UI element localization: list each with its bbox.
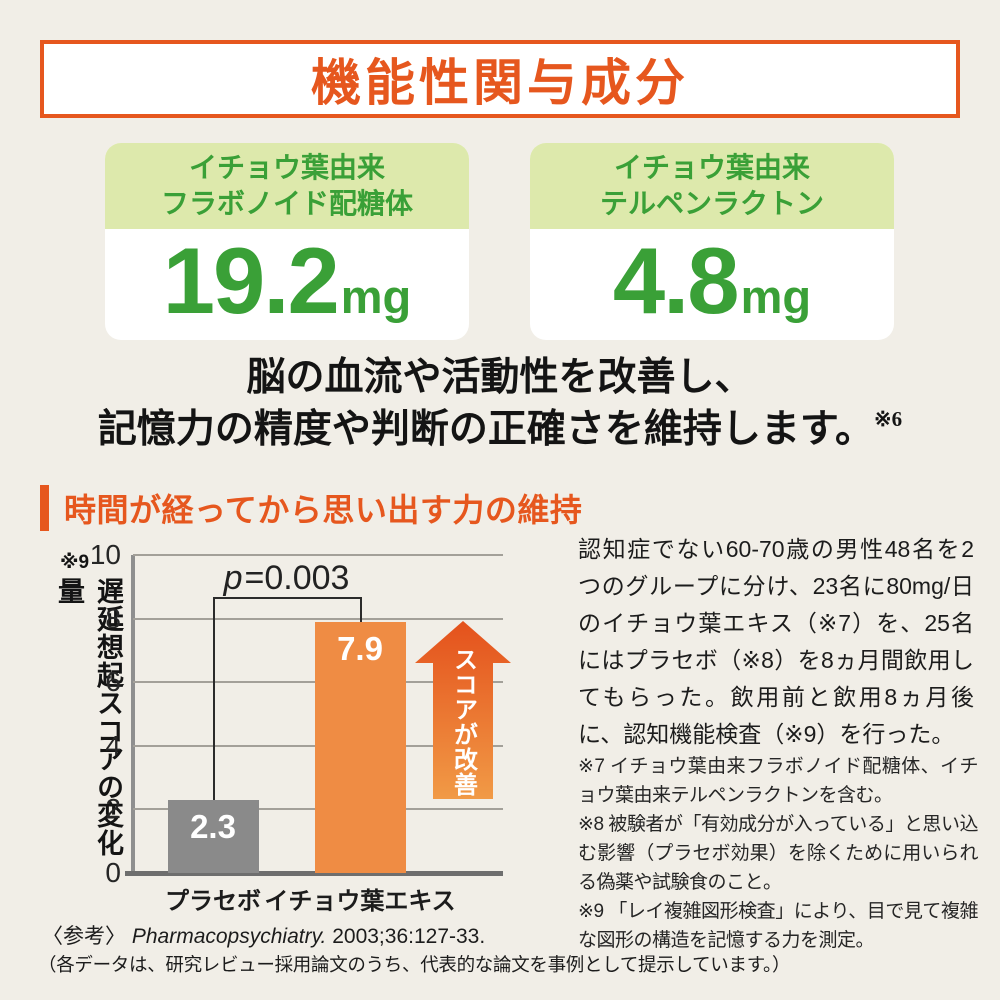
y-axis-note-ref: ※9 [60,552,90,573]
bar-chart-plot: 0 2 4 6 8 10 2.3 プラセボ 7.9 イチョウ葉エキス p=0.003 [90,540,503,915]
up-arrow-icon [415,621,511,799]
page-title-box: 機能性関与成分 [40,40,960,118]
ingredient-card-terpene: イチョウ葉由来 テルペンラクトン 4.8 mg [530,143,894,340]
reference-citation: 〈参考〉 Pharmacopsychiatry. 2003;36:127-33. [42,920,485,950]
bar-placebo: 2.3 [167,799,259,873]
data-disclaimer: （各データは、研究レビュー採用論文のうち、代表的な論文を事例として提示しています… [38,954,791,975]
bar-ginkgo: 7.9 [314,621,406,873]
ingredient-amount-number: 4.8 [612,228,740,333]
claim-line1: 脳の血流や活動性を改善し、 [246,356,754,399]
section-heading: 時間が経ってから思い出す力の維持 [40,485,582,531]
footnote-9: ※9 「レイ複雑図形検査」により、目で見て複雑な図形の構造を記憶する力を測定。 [578,901,979,951]
gridline [133,617,503,620]
gridline [133,554,503,556]
ingredient-card-flavonoid: イチョウ葉由来 フラボノイド配糖体 19.2 mg [105,143,469,340]
significance-bracket-right [360,597,362,622]
heading-accent-bar [40,485,49,531]
page-title: 機能性関与成分 [311,55,689,111]
ingredient-amount-unit: mg [740,270,812,323]
y-tick-label: 8 [105,602,121,634]
arrow-label: スコアが改善 [449,647,477,797]
significance-bracket [213,597,362,599]
ingredient-name-line1: イチョウ葉由来 [188,151,385,183]
significance-bracket-left [213,597,215,800]
footnote-7: ※7 イチョウ葉由来フラボノイド配糖体、イチョウ葉由来テルペンラクトンを含む。 [578,756,979,806]
p-value-label: p=0.003 [224,559,350,598]
p-symbol: p [223,559,243,597]
ingredient-amount: 19.2 mg [105,229,469,340]
ingredient-amount: 4.8 mg [530,229,894,340]
y-tick-label: 6 [105,666,121,698]
reference-journal: Pharmacopsychiatry. [131,925,327,948]
bar-value-label: 7.9 [337,629,383,667]
bar-value-label: 2.3 [190,807,236,845]
y-axis-title: 遅延想起スコアの変化量 [54,577,123,857]
ingredient-name-line2: テルペンラクトン [599,188,824,219]
claim-statement: 脳の血流や活動性を改善し、 記憶力の精度や判断の正確さを維持します。※6 [0,352,1000,461]
ingredient-amount-unit: mg [340,270,412,323]
reference-volume: 2003;36:127-33. [332,925,486,948]
ingredient-amount-number: 19.2 [162,228,340,333]
x-axis-line [125,871,503,876]
reference-prefix: 〈参考〉 [42,925,126,948]
study-description: 認知症でない60-70歳の男性48名を2つのグループに分け、23名に80mg/日… [578,536,974,747]
y-axis-line [131,555,135,873]
claim-note-ref: ※6 [874,407,903,431]
y-tick-label: 2 [105,793,121,825]
ingredient-card-header: イチョウ葉由来 フラボノイド配糖体 [105,143,469,229]
claim-line2: 記憶力の精度や判断の正確さを維持します。※6 [97,407,903,451]
category-label: プラセボ [165,888,261,915]
footnotes: ※7 イチョウ葉由来フラボノイド配糖体、イチョウ葉由来テルペンラクトンを含む。 … [578,752,979,955]
p-value: =0.003 [244,559,350,597]
y-tick-label: 0 [105,857,121,888]
ingredient-name-line2: フラボノイド配糖体 [160,188,413,219]
score-improvement-arrow: スコアが改善 [415,621,511,799]
ingredient-name-line1: イチョウ葉由来 [613,151,810,183]
footnote-8: ※8 被験者が「有効成分が入っている」と思い込む影響（プラセボ効果）を除くために… [578,814,979,893]
section-heading-text: 時間が経ってから思い出す力の維持 [64,492,583,528]
category-label: イチョウ葉エキス [264,888,456,915]
y-tick-label: 10 [89,539,121,570]
ingredient-card-header: イチョウ葉由来 テルペンラクトン [530,143,894,229]
y-tick-label: 4 [105,729,121,761]
